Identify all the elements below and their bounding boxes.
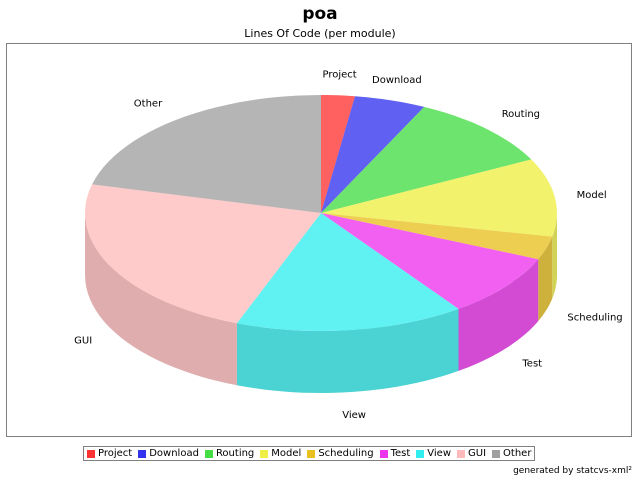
legend-item-model: Model — [260, 448, 301, 459]
slice-labels: Project Download Routing Model Scheduling Tes… — [74, 69, 622, 420]
pie-side-view — [236, 308, 459, 393]
legend-swatch — [307, 449, 316, 458]
pie-side-gui — [85, 213, 237, 386]
slice-label-routing: Routing — [502, 109, 540, 120]
legend-item-test: Test — [379, 448, 411, 459]
pie-side-scheduling — [538, 236, 553, 322]
slice-label-scheduling: Scheduling — [567, 313, 622, 324]
legend-swatch — [379, 449, 388, 458]
pie-slice-routing — [321, 106, 532, 213]
pie-slice-test — [321, 213, 539, 309]
slice-label-test: Test — [521, 359, 542, 370]
legend-item-routing: Routing — [204, 448, 255, 459]
pie-chart: Project Download Routing Model Scheduling Tes… — [74, 69, 622, 420]
legend-swatch — [492, 449, 501, 458]
legend-item-gui: GUI — [457, 448, 486, 459]
legend-item-download: Download — [138, 448, 199, 459]
pie-slice-view — [236, 213, 459, 331]
legend-swatch — [87, 449, 95, 458]
pie-slice-other — [92, 95, 321, 213]
legend-swatch — [416, 449, 425, 458]
legend-swatch — [260, 449, 269, 458]
pie-side-test — [458, 259, 539, 371]
legend-label: View — [427, 448, 452, 459]
pie-slice-gui — [85, 184, 321, 324]
slice-label-download: Download — [372, 75, 422, 86]
pie-side-model — [552, 213, 557, 299]
slice-label-other: Other — [134, 99, 163, 110]
slice-label-model: Model — [577, 190, 607, 201]
legend-label: Download — [149, 448, 199, 459]
legend-item-view: View — [416, 448, 451, 459]
legend-item-project: Project — [87, 448, 132, 459]
pie-side-walls — [85, 213, 557, 393]
legend-item-scheduling: Scheduling — [307, 448, 374, 459]
chart-title: poa — [302, 4, 338, 24]
plot-area: Project Download Routing Model Scheduling Tes… — [6, 43, 632, 437]
legend-label: Model — [271, 448, 302, 459]
generator-credit: generated by statcvs-xml² — [513, 466, 632, 476]
legend-label: GUI — [468, 448, 487, 459]
pie-slice-model — [321, 159, 557, 237]
legend: Project Download Routing Model Scheduling Tes… — [83, 446, 536, 461]
legend-swatch — [138, 449, 147, 458]
legend-label: Routing — [215, 448, 255, 459]
slice-label-project: Project — [322, 69, 356, 80]
legend-swatch — [457, 449, 466, 458]
pie-top — [85, 95, 557, 331]
slice-label-view: View — [342, 410, 366, 421]
pie-slice-project — [321, 95, 355, 213]
chart-subtitle: Lines Of Code (per module) — [244, 27, 396, 40]
legend-swatch — [204, 449, 213, 458]
legend-item-other: Other — [492, 448, 531, 459]
legend-label: Project — [98, 448, 133, 459]
legend-label: Scheduling — [318, 448, 374, 459]
legend-label: Other — [503, 448, 532, 459]
legend-label: Test — [390, 448, 411, 459]
pie-slice-download — [321, 96, 425, 213]
pie-slice-scheduling — [321, 213, 553, 260]
slice-label-gui: GUI — [74, 336, 92, 347]
